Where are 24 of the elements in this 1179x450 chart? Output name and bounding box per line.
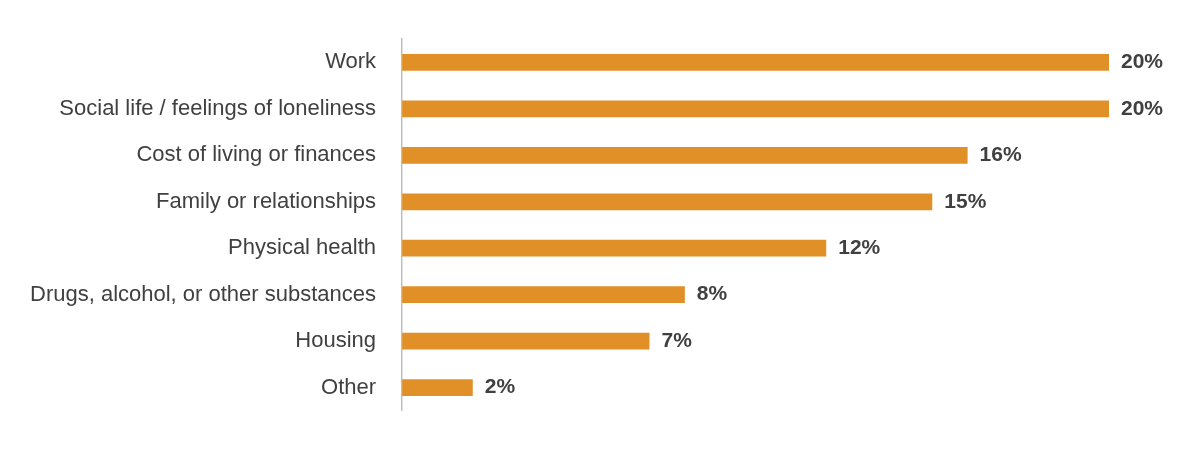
bar xyxy=(402,100,1109,118)
data-label: 15% xyxy=(944,188,987,212)
bar xyxy=(402,146,968,164)
bar xyxy=(402,54,1109,71)
data-label: 8% xyxy=(696,281,728,305)
data-label: 2% xyxy=(484,374,516,398)
y-tick-label: Other xyxy=(321,373,377,399)
y-tick-label: Work xyxy=(325,48,378,74)
y-tick-label: Family or relationships xyxy=(155,187,377,213)
y-tick-label: Physical health xyxy=(228,234,377,260)
bar xyxy=(402,379,473,396)
data-label: 20% xyxy=(1121,95,1164,119)
y-tick-label: Drugs, alcohol, or other substances xyxy=(29,280,377,306)
y-tick-label: Social life / feelings of loneliness xyxy=(59,94,377,120)
bar xyxy=(402,332,650,350)
y-tick-label: Housing xyxy=(295,327,377,353)
y-tick-label: Cost of living or finances xyxy=(136,141,377,167)
data-label: 7% xyxy=(661,327,693,351)
data-label: 16% xyxy=(979,142,1022,166)
data-label: 12% xyxy=(838,235,881,259)
bar xyxy=(402,193,933,211)
bar xyxy=(402,239,827,257)
bar xyxy=(402,286,685,304)
data-label: 20% xyxy=(1121,49,1164,73)
